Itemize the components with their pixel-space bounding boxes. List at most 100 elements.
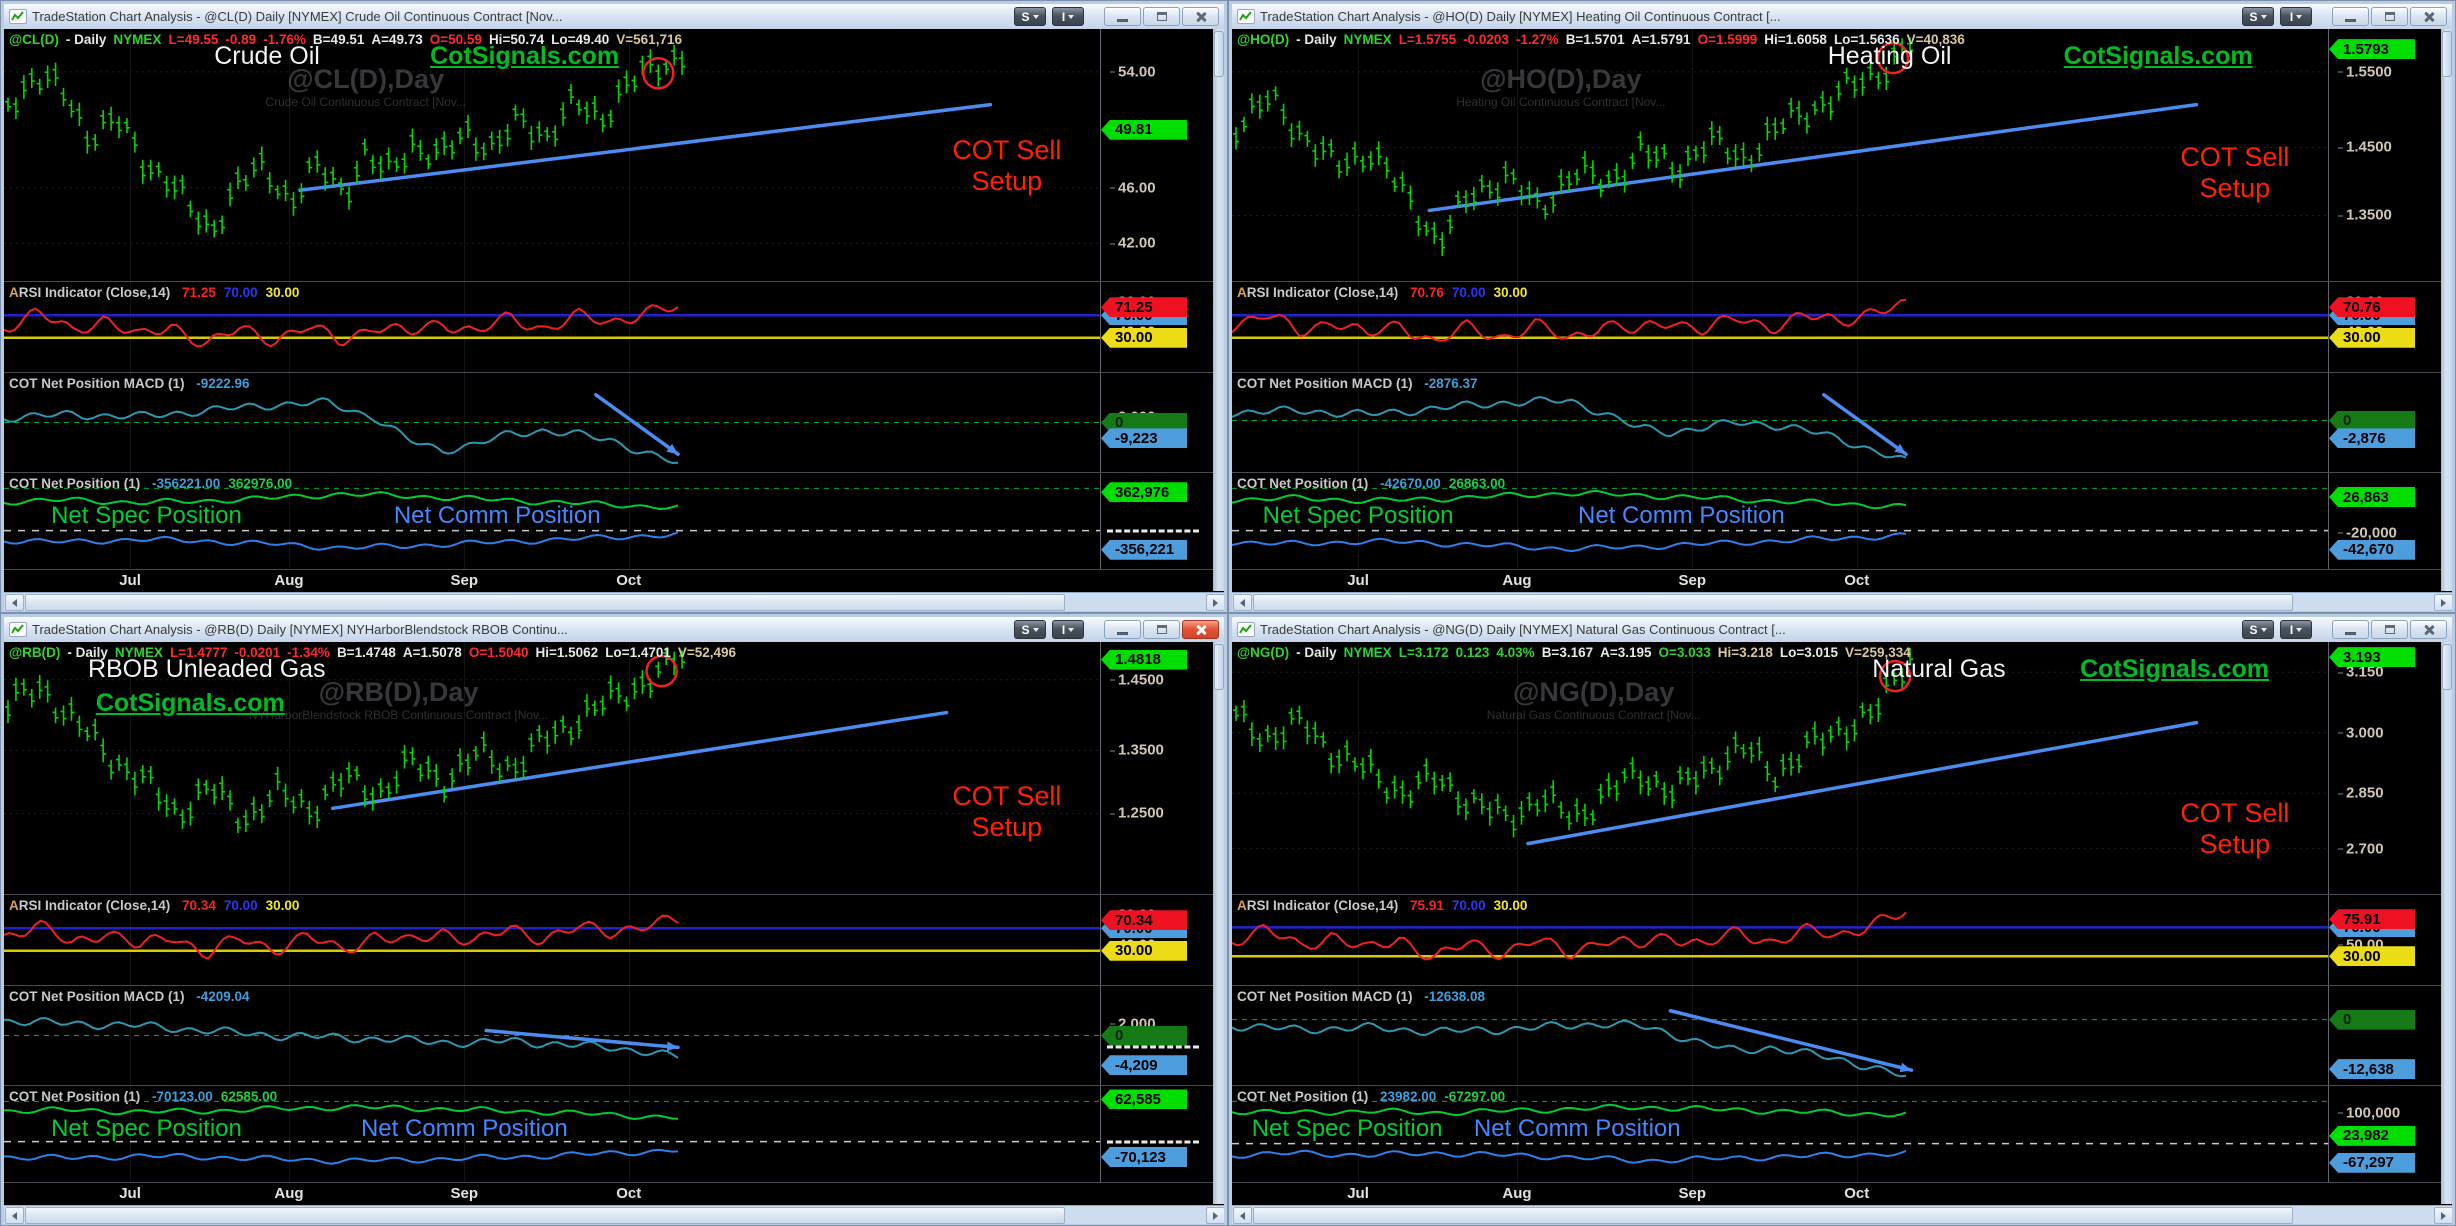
titlebar-buttons: S I	[2242, 620, 2447, 639]
window-titlebar[interactable]: TradeStation Chart Analysis - @NG(D) Dai…	[1232, 617, 2452, 642]
scroll-left-button[interactable]	[1233, 1207, 1252, 1224]
vertical-scrollbar[interactable]	[1213, 642, 1224, 1204]
restore-button[interactable]	[2371, 7, 2408, 26]
chart-plot-area[interactable]: @NG(D) - Daily NYMEX L=3.172 0.123 4.03% B=3.1…	[1232, 642, 2328, 1204]
net-spec-position-label: Net Spec Position	[51, 501, 242, 529]
net-comm-position-label: Net Comm Position	[1473, 1114, 1681, 1142]
macd-panel-canvas[interactable]	[1232, 986, 2328, 1085]
vertical-scrollbar[interactable]	[2441, 29, 2452, 591]
chart-plot-area[interactable]: @HO(D) - Daily NYMEX L=1.5755 -0.0203 -1.27% B…	[1232, 29, 2328, 591]
scroll-right-button[interactable]	[1206, 594, 1224, 611]
minimize-button[interactable]	[1104, 620, 1141, 639]
style-dropdown-button[interactable]: S	[1014, 7, 1046, 26]
price-scale[interactable]: 1.5500 1.5793 1.4500 1.3500 80.0070.0070.764…	[2328, 29, 2440, 569]
close-button[interactable]	[1182, 620, 1219, 639]
close-button[interactable]	[1182, 7, 1219, 26]
vertical-scrollbar-thumb[interactable]	[2442, 644, 2452, 690]
scroll-left-button[interactable]	[5, 1207, 24, 1224]
cotsignals-watermark-link: CotSignals.com	[2063, 42, 2253, 71]
rsi-panel-canvas[interactable]	[4, 282, 1100, 372]
interval-dropdown-button[interactable]: I	[2280, 7, 2312, 26]
vertical-scrollbar[interactable]	[2441, 642, 2452, 1204]
scale-price-badge: -42,670	[2329, 539, 2415, 560]
macd-panel-canvas[interactable]	[4, 373, 1100, 472]
close-button[interactable]	[2410, 7, 2447, 26]
scale-price-badge: 26,863	[2329, 487, 2415, 507]
minimize-button[interactable]	[2332, 620, 2369, 639]
horizontal-scrollbar-thumb[interactable]	[25, 594, 1065, 611]
horizontal-scrollbar-thumb[interactable]	[1253, 594, 2293, 611]
scroll-right-button[interactable]	[1206, 1207, 1224, 1224]
vertical-scrollbar[interactable]	[1213, 29, 1224, 591]
month-gridline	[1516, 642, 1518, 1182]
minimize-icon	[1117, 631, 1128, 635]
horizontal-scrollbar[interactable]	[1232, 1205, 2452, 1224]
price-panel-canvas[interactable]	[1232, 642, 2328, 894]
price-panel-canvas[interactable]	[4, 29, 1100, 281]
close-icon	[2423, 11, 2435, 23]
scroll-right-button[interactable]	[2434, 1207, 2452, 1224]
price-scale[interactable]: 54.00 49.81 46.00 42.00 80.0070.0071.2540.00…	[1100, 29, 1212, 569]
style-dropdown-button[interactable]: S	[2242, 7, 2274, 26]
window-titlebar[interactable]: TradeStation Chart Analysis - @CL(D) Dai…	[4, 4, 1224, 29]
scroll-right-button[interactable]	[2434, 594, 2452, 611]
time-axis: Jul Aug Sep Oct	[1232, 570, 2328, 591]
interval-dropdown-button[interactable]: I	[1052, 7, 1084, 26]
macd-panel-canvas[interactable]	[1232, 373, 2328, 472]
vertical-scrollbar-thumb[interactable]	[1214, 31, 1224, 77]
month-gridline	[464, 29, 466, 569]
indicator-label: COT Net Position MACD (1) -9222.96	[9, 376, 250, 391]
price-panel-canvas[interactable]	[4, 642, 1100, 894]
window-titlebar[interactable]: TradeStation Chart Analysis - @HO(D) Dai…	[1232, 4, 2452, 29]
month-gridline	[1692, 29, 1694, 569]
horizontal-scrollbar[interactable]	[4, 592, 1224, 611]
scale-tick-label: 1.3500	[1110, 742, 1164, 759]
rsi-panel-canvas[interactable]	[1232, 895, 2328, 985]
macd-panel-canvas[interactable]	[4, 986, 1100, 1085]
scroll-left-button[interactable]	[5, 594, 24, 611]
close-icon	[1195, 11, 1207, 23]
cot-panel-canvas[interactable]	[4, 1086, 1100, 1182]
vertical-scrollbar-thumb[interactable]	[2442, 31, 2452, 77]
price-panel-canvas[interactable]	[1232, 29, 2328, 281]
cot-panel-canvas[interactable]	[4, 473, 1100, 569]
horizontal-scrollbar[interactable]	[1232, 592, 2452, 611]
panel-divider	[1232, 985, 2441, 986]
scale-price-badge: -356,221	[1101, 539, 1187, 560]
restore-button[interactable]	[1143, 7, 1180, 26]
panel-divider	[4, 894, 1213, 895]
restore-button[interactable]	[1143, 620, 1180, 639]
minimize-button[interactable]	[1104, 7, 1141, 26]
tradestation-app-icon	[1237, 622, 1255, 637]
restore-button[interactable]	[2371, 620, 2408, 639]
scale-tick-label: -20,000	[2338, 524, 2397, 541]
window-titlebar[interactable]: TradeStation Chart Analysis - @RB(D) Dai…	[4, 617, 1224, 642]
horizontal-scrollbar-thumb[interactable]	[25, 1207, 1065, 1224]
style-dropdown-button[interactable]: S	[2242, 620, 2274, 639]
panel-divider	[1232, 894, 2441, 895]
style-dropdown-button[interactable]: S	[1014, 620, 1046, 639]
minimize-button[interactable]	[2332, 7, 2369, 26]
interval-dropdown-button[interactable]: I	[1052, 620, 1084, 639]
panel-divider	[1232, 569, 2441, 570]
scale-tick-label: 3.150	[2338, 664, 2384, 681]
chart-plot-area[interactable]: @CL(D) - Daily NYMEX L=49.55 -0.89 -1.76% B=49…	[4, 29, 1100, 591]
rsi-panel-canvas[interactable]	[1232, 282, 2328, 372]
interval-dropdown-button[interactable]: I	[2280, 620, 2312, 639]
restore-icon	[2384, 12, 2395, 21]
scale-price-badge: 1.4818	[1101, 649, 1187, 670]
cot-panel-canvas[interactable]	[1232, 473, 2328, 569]
cot-panel-canvas[interactable]	[1232, 1086, 2328, 1182]
close-button[interactable]	[2410, 620, 2447, 639]
horizontal-scrollbar-thumb[interactable]	[1253, 1207, 2293, 1224]
rsi-panel-canvas[interactable]	[4, 895, 1100, 985]
vertical-scrollbar-thumb[interactable]	[1214, 644, 1224, 690]
horizontal-scrollbar[interactable]	[4, 1205, 1224, 1224]
chart-plot-area[interactable]: @RB(D) - Daily NYMEX L=1.4777 -0.0201 -1.34% B…	[4, 642, 1100, 1204]
net-comm-position-label: Net Comm Position	[393, 501, 601, 529]
window-controls	[1104, 7, 1219, 26]
scroll-left-button[interactable]	[1233, 594, 1252, 611]
